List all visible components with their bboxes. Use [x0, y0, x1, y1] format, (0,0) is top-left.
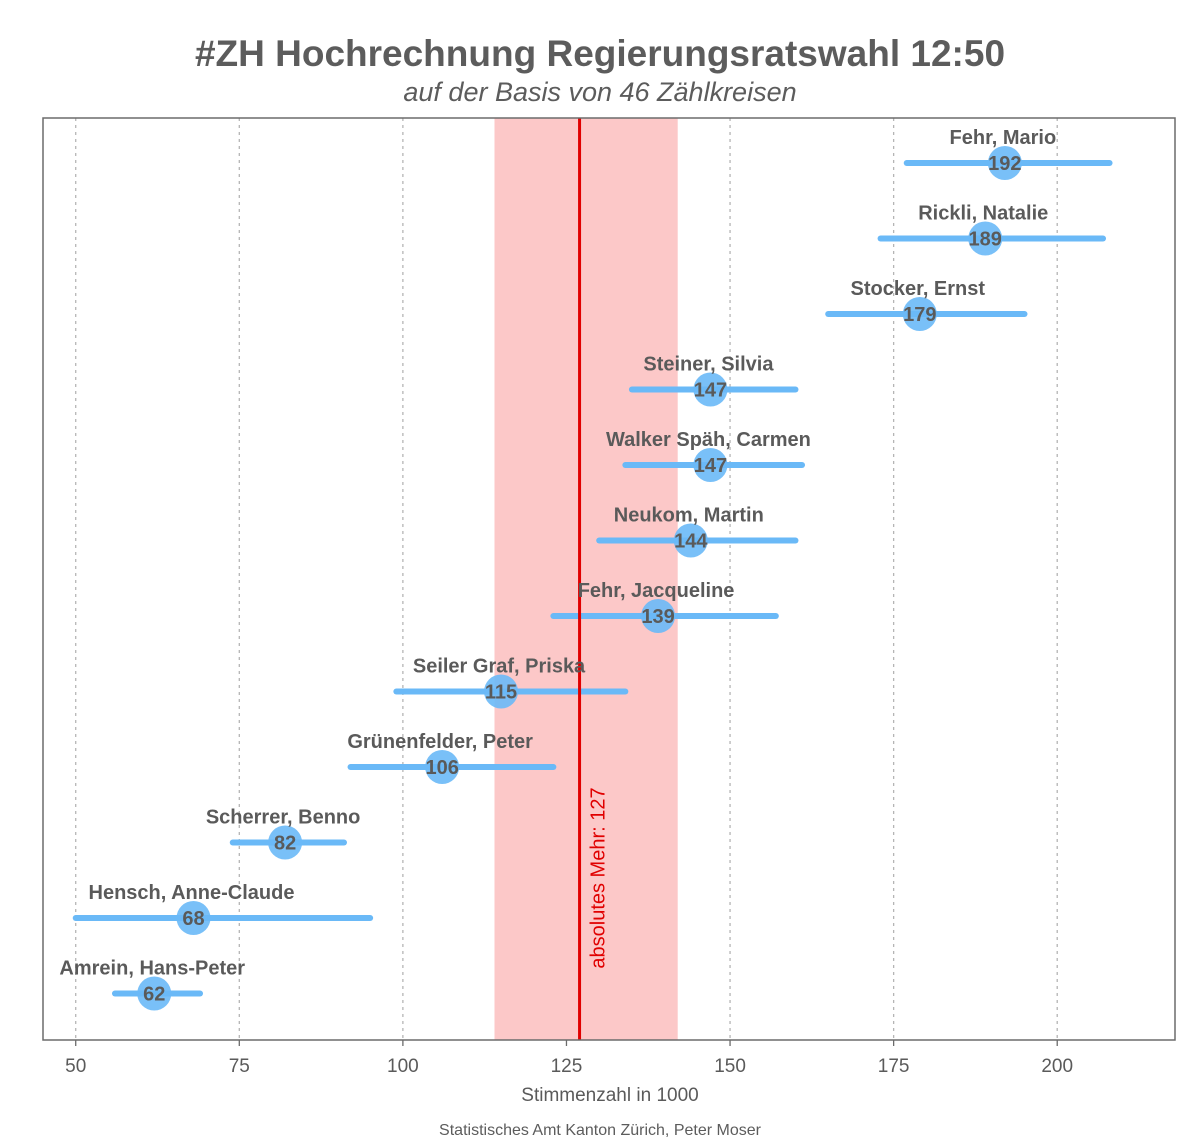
candidate-point [641, 599, 676, 633]
candidate-point [673, 523, 708, 558]
chart-title: #ZH Hochrechnung Regierungsratswahl 12:5… [194, 33, 1006, 74]
x-axis-title: Stimmenzahl in 1000 [521, 1085, 698, 1106]
value-label: 144 [674, 531, 708, 553]
value-label: 62 [143, 984, 165, 1006]
candidate-name-label: Seiler Graf, Priska [413, 656, 586, 678]
tick-label-75: 75 [229, 1056, 250, 1077]
value-label: 147 [694, 455, 727, 477]
value-label: 68 [182, 908, 204, 930]
candidate-point [137, 976, 172, 1011]
absolute-majority-label: absolutes Mehr: 127 [588, 787, 610, 968]
plot-frame [42, 117, 1176, 1041]
candidate-name-label: Rickli, Natalie [918, 203, 1048, 225]
chart-subtitle: auf der Basis von 46 Zählkreisen [403, 77, 797, 107]
candidate-name-label: Fehr, Mario [950, 127, 1057, 149]
candidate-name-label: Scherrer, Benno [206, 807, 361, 829]
value-label: 192 [988, 153, 1021, 175]
value-label: 106 [425, 757, 458, 779]
candidate-name-label: Neukom, Martin [614, 505, 764, 527]
value-label: 179 [903, 304, 936, 326]
candidate-name-label: Hensch, Anne-Claude [89, 882, 295, 904]
candidate-point [693, 448, 728, 482]
candidate-labels: 192 Fehr, Mario 189 Rickli, Natalie 179 Stock… [59, 127, 1056, 1006]
value-label: 82 [274, 833, 296, 855]
candidate-name-label: Steiner, Silvia [643, 354, 774, 376]
candidate-point [968, 221, 1003, 256]
value-label: 139 [641, 606, 674, 628]
tick-label-125: 125 [551, 1056, 583, 1077]
candidate-point [693, 372, 728, 407]
candidate-point [425, 750, 460, 784]
source-caption: Statistisches Amt Kanton Zürich, Peter M… [439, 1122, 761, 1139]
candidate-name-label: Grünenfelder, Peter [347, 731, 533, 753]
tick-label-100: 100 [387, 1056, 419, 1077]
value-label: 147 [694, 380, 727, 402]
value-label: 115 [485, 682, 517, 704]
candidate-point [987, 146, 1022, 180]
candidate-name-label: Walker Späh, Carmen [606, 429, 811, 451]
x-axis-ticks: 50 75 100 125 150 175 200 [65, 1040, 1073, 1077]
candidate-point [176, 901, 211, 935]
candidate-point [268, 825, 303, 860]
candidate-name-label: Fehr, Jacqueline [578, 580, 735, 602]
tick-label-50: 50 [65, 1056, 86, 1077]
majority-uncertainty-band [494, 118, 678, 1040]
tick-label-150: 150 [714, 1056, 746, 1077]
value-label: 189 [969, 229, 1002, 251]
candidate-points [137, 146, 1022, 1011]
candidate-point [484, 674, 519, 709]
tick-label-200: 200 [1041, 1056, 1073, 1077]
tick-label-175: 175 [878, 1056, 910, 1077]
candidate-name-label: Amrein, Hans-Peter [59, 958, 245, 980]
candidate-point [902, 297, 937, 331]
candidate-name-label: Stocker, Ernst [851, 278, 986, 300]
